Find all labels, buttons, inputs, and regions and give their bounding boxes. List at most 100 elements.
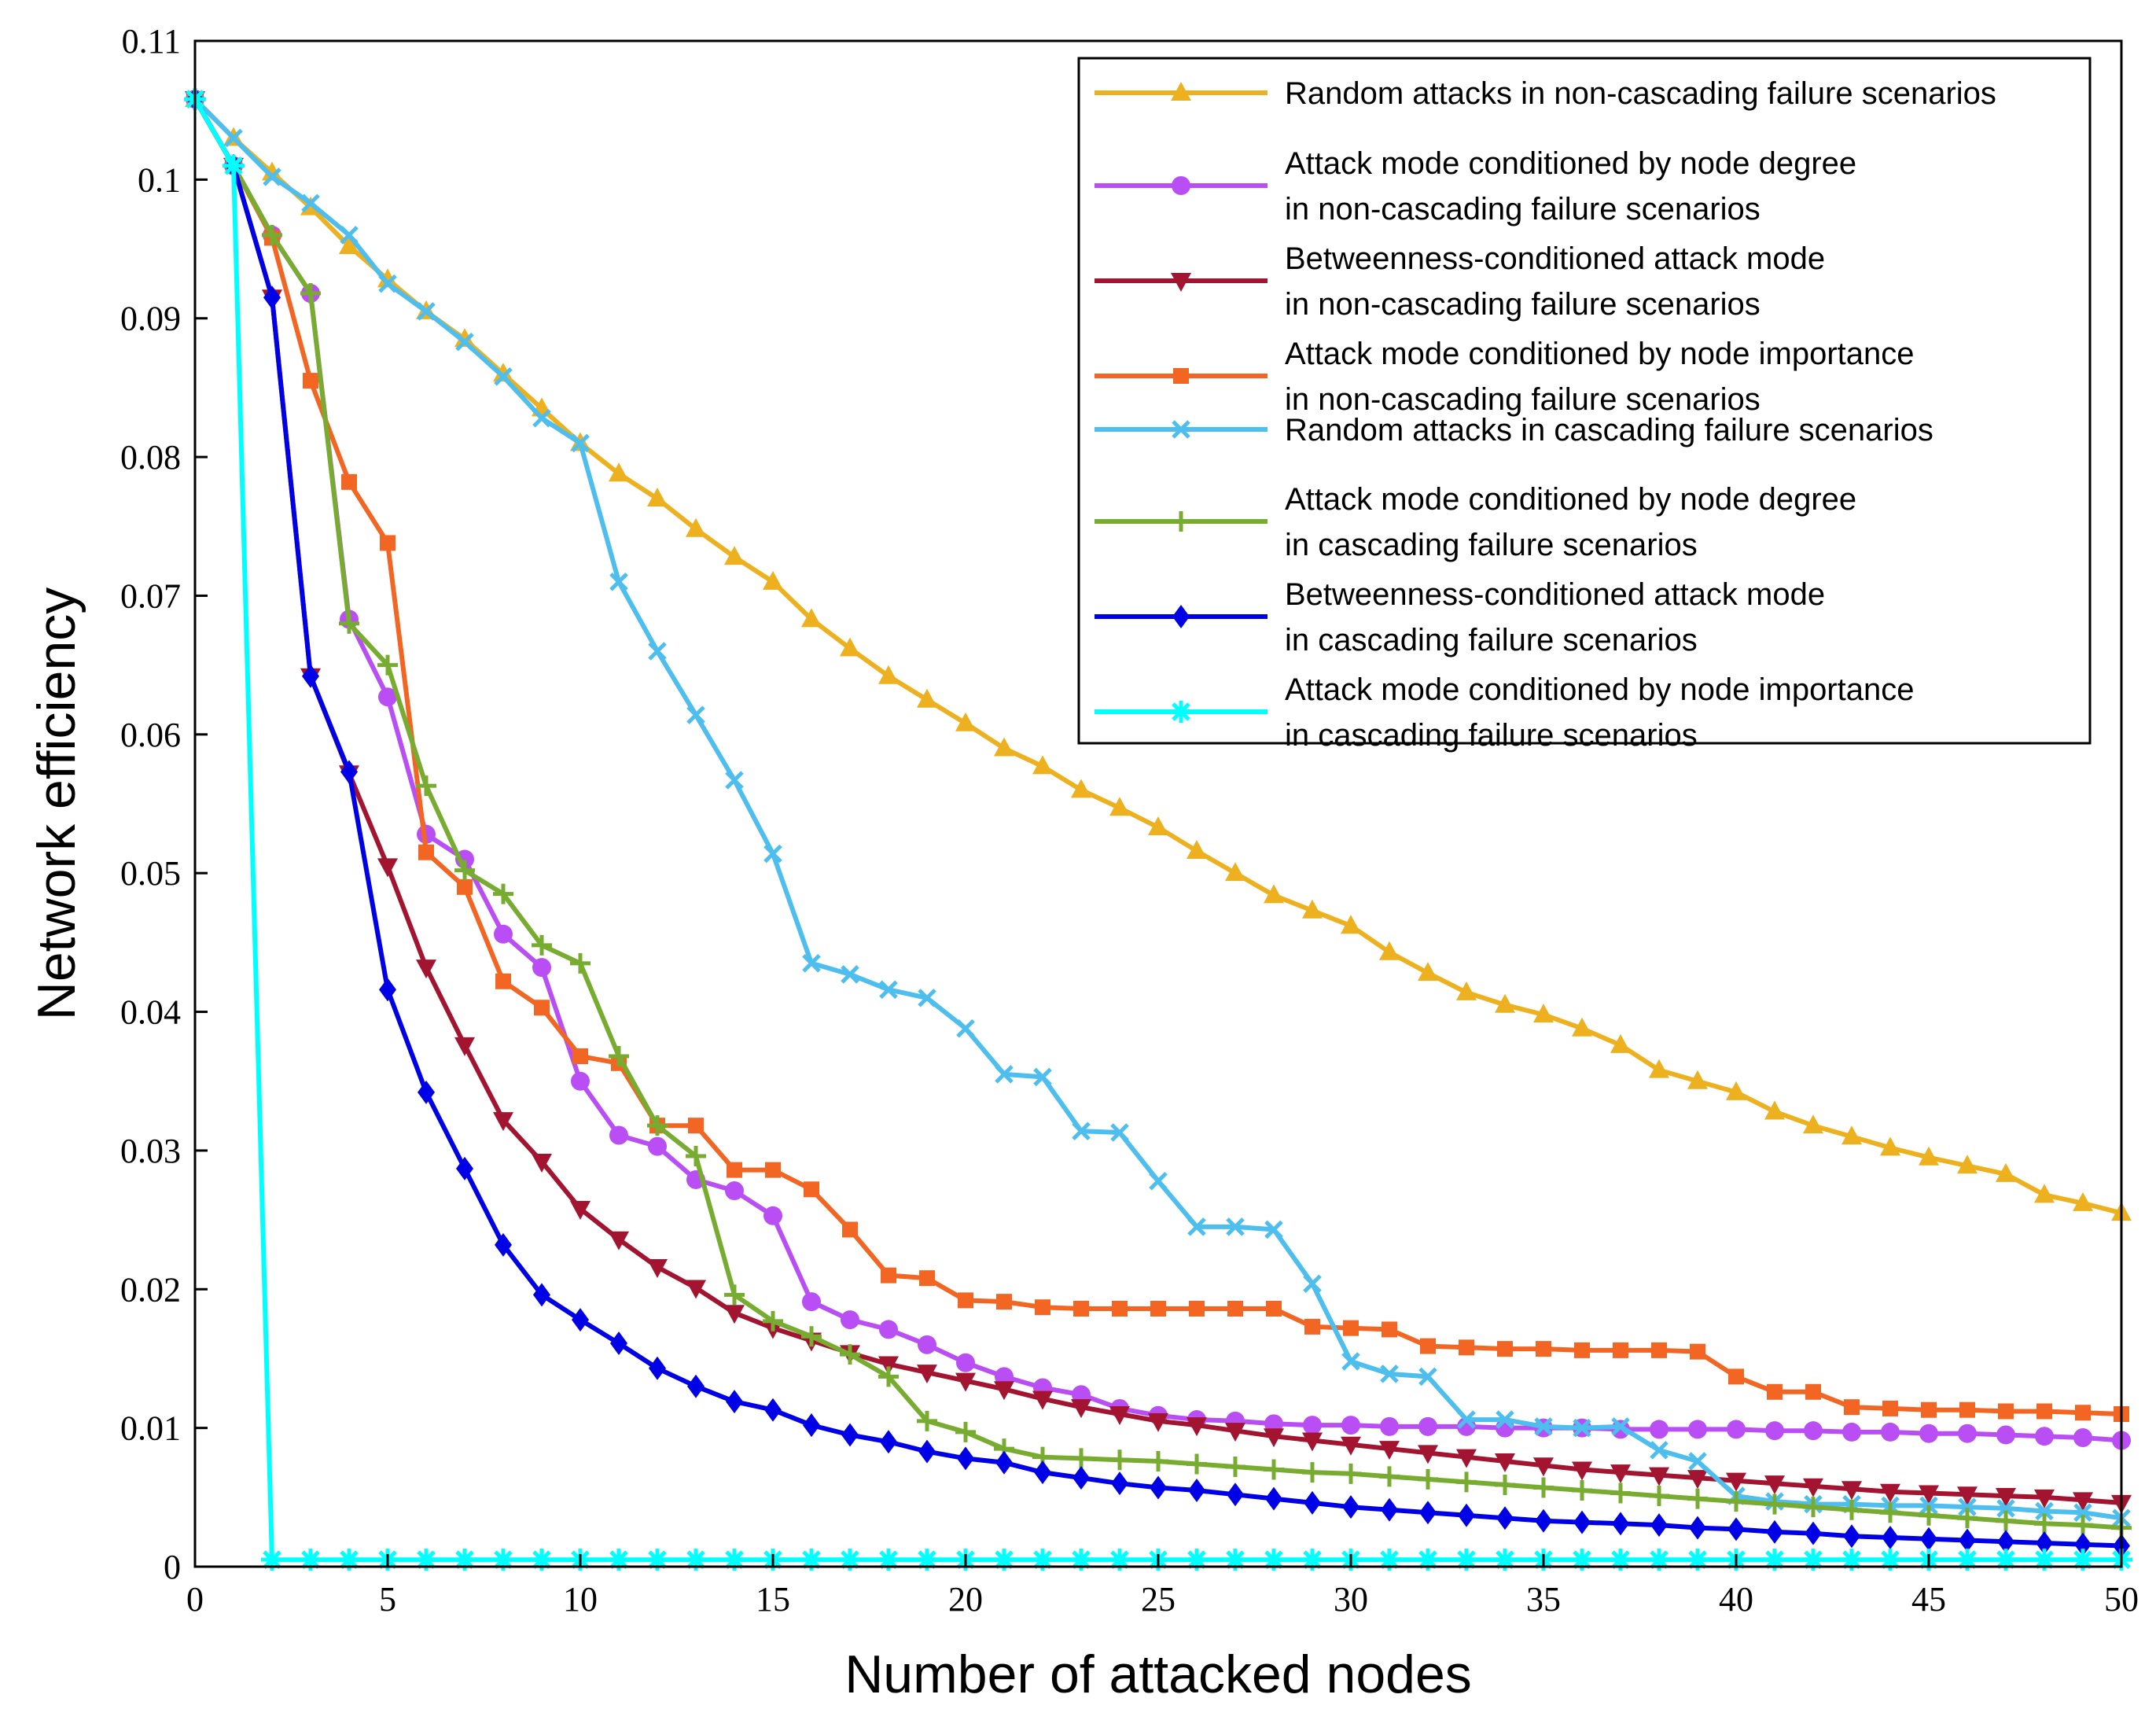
data-point xyxy=(1805,1521,1822,1545)
data-point xyxy=(2073,1503,2092,1522)
data-point xyxy=(918,1335,936,1354)
data-point xyxy=(380,535,396,551)
data-point xyxy=(1302,899,1323,919)
data-point xyxy=(454,860,475,881)
data-point xyxy=(1535,1508,1552,1533)
data-point xyxy=(609,1045,629,1066)
data-point xyxy=(418,1080,435,1104)
data-point xyxy=(1496,1410,1514,1429)
data-point xyxy=(1764,1475,1785,1495)
data-point xyxy=(1610,1033,1631,1053)
data-point xyxy=(995,1065,1014,1084)
legend-box xyxy=(1077,57,2092,745)
data-point xyxy=(2074,1532,2092,1556)
data-point xyxy=(1457,1410,1476,1429)
x-tick-label: 10 xyxy=(563,1580,598,1619)
data-point xyxy=(1455,1549,1477,1571)
data-point xyxy=(841,965,859,984)
data-point xyxy=(608,1549,630,1571)
legend-label: in non-cascading failure scenarios xyxy=(1285,287,1760,322)
data-point xyxy=(571,433,590,453)
data-point xyxy=(261,1549,283,1571)
data-point xyxy=(1304,1318,1320,1335)
data-point xyxy=(1264,1220,1283,1239)
data-point xyxy=(492,1549,514,1571)
data-point xyxy=(800,1549,822,1571)
data-point xyxy=(301,193,320,213)
data-point xyxy=(686,705,705,724)
data-point xyxy=(1417,1549,1439,1571)
data-point xyxy=(723,1549,745,1571)
data-point xyxy=(1342,1495,1359,1519)
data-point xyxy=(570,952,591,974)
data-point xyxy=(1613,1342,1628,1358)
y-tick-label: 0 xyxy=(164,1548,181,1586)
data-point xyxy=(1224,1549,1246,1571)
data-point xyxy=(455,332,474,352)
data-point xyxy=(996,1294,1012,1310)
data-point xyxy=(726,1390,743,1414)
data-point xyxy=(379,978,396,1002)
y-tick-label: 0.01 xyxy=(120,1409,181,1448)
data-point xyxy=(763,1310,783,1331)
data-point xyxy=(1841,1549,1863,1571)
data-point xyxy=(1841,1481,1862,1501)
data-point xyxy=(995,1450,1013,1475)
data-point xyxy=(1844,1399,1860,1416)
data-point xyxy=(647,488,668,506)
data-point xyxy=(877,1549,900,1571)
legend-item: Attack mode conditioned by node degree in… xyxy=(1095,482,1856,562)
data-point xyxy=(1649,1486,1669,1507)
legend: Random attacks in non-cascading failure … xyxy=(1077,57,2092,753)
legend-swatch-marker xyxy=(1173,368,1189,384)
data-point xyxy=(880,1430,897,1454)
data-point xyxy=(2073,1192,2093,1211)
data-point xyxy=(532,934,552,956)
legend-swatch-marker xyxy=(1172,420,1190,439)
data-point xyxy=(1534,1417,1553,1436)
data-point xyxy=(262,224,282,245)
data-point xyxy=(377,654,398,676)
data-point xyxy=(533,1283,550,1307)
data-point xyxy=(802,1292,821,1312)
data-point xyxy=(2036,1531,2053,1556)
data-point xyxy=(1533,1004,1554,1023)
data-point xyxy=(1957,1486,1978,1506)
data-point xyxy=(688,1118,704,1134)
data-point xyxy=(1767,1383,1783,1400)
data-point xyxy=(647,1115,668,1136)
data-point xyxy=(1651,1342,1667,1358)
data-point xyxy=(958,1292,973,1309)
data-point xyxy=(416,959,436,979)
data-point xyxy=(1072,1122,1091,1140)
data-point xyxy=(1378,1549,1400,1571)
data-point xyxy=(957,1446,974,1471)
data-point xyxy=(916,1549,938,1571)
data-point xyxy=(764,1398,782,1422)
legend-label: in non-cascading failure scenarios xyxy=(1285,382,1760,417)
data-point xyxy=(1650,1420,1669,1439)
data-point xyxy=(918,989,936,1007)
data-point xyxy=(840,1344,860,1365)
data-point xyxy=(1919,1505,1939,1526)
data-point xyxy=(418,844,434,860)
data-point xyxy=(1765,1421,1784,1441)
data-point xyxy=(1497,1341,1513,1357)
data-point xyxy=(1071,1399,1091,1419)
data-point xyxy=(341,473,357,490)
data-point xyxy=(1805,1383,1821,1400)
data-point xyxy=(2034,1513,2055,1534)
data-point xyxy=(1802,1549,1824,1571)
data-point xyxy=(1996,1510,2016,1531)
data-point xyxy=(1764,1549,1786,1571)
legend-label: Attack mode conditioned by node degree xyxy=(1285,146,1856,181)
data-point xyxy=(1109,1549,1131,1571)
data-point xyxy=(1302,1432,1323,1452)
y-tick-label: 0.06 xyxy=(120,716,181,754)
legend-label: Betweenness-conditioned attack mode xyxy=(1285,577,1825,612)
data-point xyxy=(1495,993,1515,1013)
data-point xyxy=(842,1221,858,1238)
data-point xyxy=(1304,1490,1321,1515)
data-point xyxy=(1688,1420,1707,1439)
